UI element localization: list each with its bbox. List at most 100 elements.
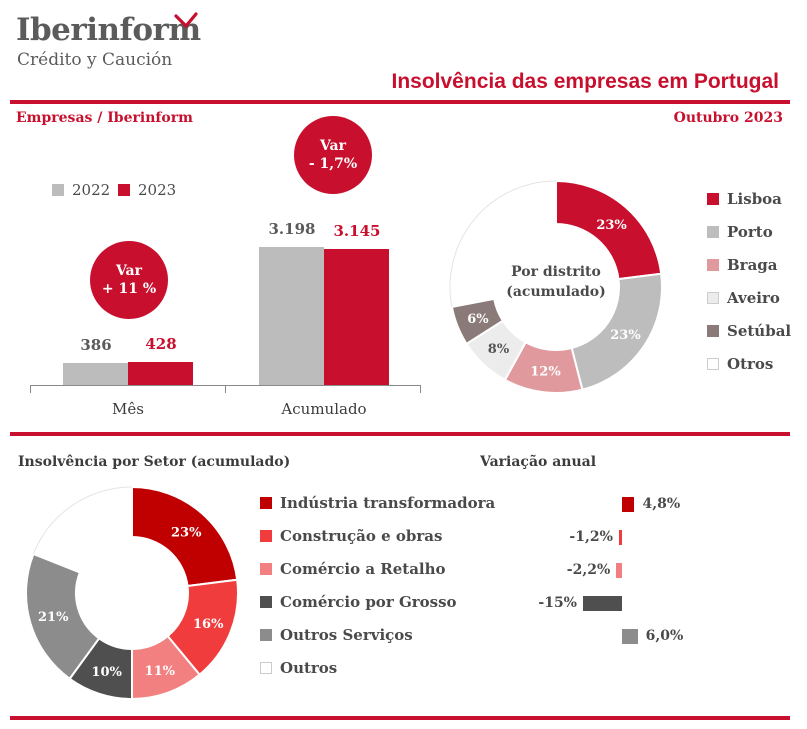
- legend-swatch: [707, 325, 719, 337]
- legend-swatch-grey: [52, 184, 64, 196]
- legend-label: 2022: [72, 181, 111, 199]
- legend-swatch: [260, 497, 272, 509]
- legend-label: Setúbal: [727, 322, 792, 340]
- variation-bar: [616, 563, 622, 578]
- donut-slice-label: 23%: [610, 328, 641, 343]
- donut-slice-outline: [449, 180, 557, 307]
- donut-slice-label: 12%: [530, 364, 561, 379]
- legend-label: Braga: [727, 256, 778, 274]
- district-legend-item: Lisboa: [707, 190, 782, 208]
- legend-swatch: [260, 530, 272, 542]
- bar-acumulado-2022: [259, 247, 324, 385]
- legend-swatch-red: [118, 184, 130, 196]
- sector-chart-title: Insolvência por Setor (acumulado): [18, 454, 291, 470]
- category-label: Mês: [112, 400, 144, 418]
- bar-mes-2022: [63, 363, 128, 385]
- section-label: Empresas / Iberinform: [16, 110, 193, 126]
- donut-slice-outline: [32, 486, 133, 555]
- variation-bar: [622, 629, 638, 644]
- category-label: Acumulado: [281, 400, 367, 418]
- legend-label: 2023: [138, 181, 177, 199]
- sector-legend-item: Indústria transformadora: [260, 494, 495, 512]
- bar-acumulado-2023: [324, 249, 389, 385]
- variation-value-label: -2,2%: [566, 562, 611, 578]
- page-title: Insolvência das empresas em Portugal: [391, 70, 780, 93]
- legend-label: Aveiro: [727, 289, 780, 307]
- donut-slice-label: 23%: [171, 525, 202, 540]
- period-label: Outubro 2023: [673, 110, 783, 126]
- district-donut-chart: 23% 23% 12% 8% 6%: [449, 179, 663, 394]
- legend-label: Indústria transformadora: [280, 494, 496, 512]
- middle-divider: [10, 432, 790, 436]
- district-legend-item: Braga: [707, 256, 778, 274]
- donut-slice-label: 11%: [145, 664, 176, 679]
- legend-label: Construção e obras: [280, 527, 443, 545]
- variation-chart-title: Variação anual: [480, 454, 597, 470]
- variation-value-label: -15%: [538, 595, 577, 611]
- sector-legend-item: Outros Serviços: [260, 626, 413, 644]
- legend-swatch: [707, 193, 719, 205]
- legend-label: Comércio a Retalho: [280, 560, 446, 578]
- bar-value-label: 3.198: [268, 220, 316, 238]
- legend-2023: 2023: [118, 181, 176, 199]
- variation-value-label: -1,2%: [569, 529, 613, 545]
- district-legend-item: Otros: [707, 355, 773, 373]
- bar-value-label: 3.145: [333, 222, 381, 241]
- legend-swatch: [260, 629, 272, 641]
- legend-swatch: [707, 292, 719, 304]
- legend-swatch: [260, 662, 272, 674]
- x-axis-tick: [30, 385, 31, 393]
- sector-legend-item: Comércio a Retalho: [260, 560, 446, 578]
- donut-slice-outros: [32, 485, 133, 574]
- district-legend-item: Setúbal: [707, 322, 791, 340]
- donut-center-line-2: (acumulado): [506, 284, 606, 300]
- sector-legend-item: Outros: [260, 659, 337, 677]
- legend-label: Outros Serviços: [280, 626, 413, 644]
- x-axis-tick: [420, 385, 421, 393]
- donut-slice-outros-servi-os: [25, 552, 101, 681]
- legend-label: Outros: [280, 659, 338, 677]
- legend-label: Porto: [727, 223, 773, 241]
- legend-label: Otros: [727, 355, 774, 373]
- legend-swatch: [707, 358, 719, 370]
- bar-mes-2023: [128, 361, 193, 385]
- brand-subtitle: Crédito y Caución: [17, 50, 173, 70]
- variation-bar-chart: 4,8% -1,2% -2,2% -15% 6,0%: [480, 494, 760, 664]
- donut-slice-label: 23%: [596, 218, 627, 233]
- sector-donut-chart: 23% 16% 11% 10% 21%: [25, 485, 239, 701]
- donut-center-label: Por distrito (acumulado): [498, 262, 614, 302]
- bar-value-label: 386: [80, 336, 112, 355]
- variation-bubble-value: + 11 %: [101, 281, 157, 297]
- donut-slice-label: 16%: [193, 617, 224, 632]
- top-divider: [10, 100, 790, 104]
- donut-center-line-1: Por distrito: [511, 264, 601, 280]
- legend-2022: 2022: [52, 181, 110, 199]
- donut-slice-label: 21%: [38, 610, 69, 625]
- variation-bar: [622, 497, 635, 512]
- legend-swatch: [707, 226, 719, 238]
- variation-bubble-value: - 1,7%: [308, 156, 358, 172]
- bottom-divider: [10, 716, 790, 720]
- variation-bar: [618, 530, 622, 545]
- variation-value-label: 4,8%: [642, 496, 681, 512]
- legend-swatch: [260, 563, 272, 575]
- brand-arrow-icon: [174, 12, 198, 29]
- brand-name: Iberinform: [16, 12, 201, 48]
- sector-legend-item: Construção e obras: [260, 527, 442, 545]
- variation-bubble-acumulado: Var - 1,7%: [294, 116, 372, 194]
- district-legend-item: Porto: [707, 223, 773, 241]
- variation-bubble-title: Var: [319, 138, 347, 154]
- variation-bar: [583, 596, 622, 611]
- variation-bubble-mes: Var + 11 %: [90, 241, 168, 319]
- donut-slice-label: 10%: [91, 665, 122, 680]
- legend-swatch: [707, 259, 719, 271]
- sector-legend-item: Comércio por Grosso: [260, 593, 457, 611]
- donut-slice-label: 8%: [488, 342, 510, 357]
- legend-swatch: [260, 596, 272, 608]
- bar-value-label: 428: [145, 334, 177, 353]
- district-legend-item: Aveiro: [707, 289, 780, 307]
- legend-label: Comércio por Grosso: [280, 593, 457, 611]
- legend-label: Lisboa: [727, 190, 782, 208]
- variation-bubble-title: Var: [115, 263, 143, 279]
- x-axis-tick: [225, 385, 226, 393]
